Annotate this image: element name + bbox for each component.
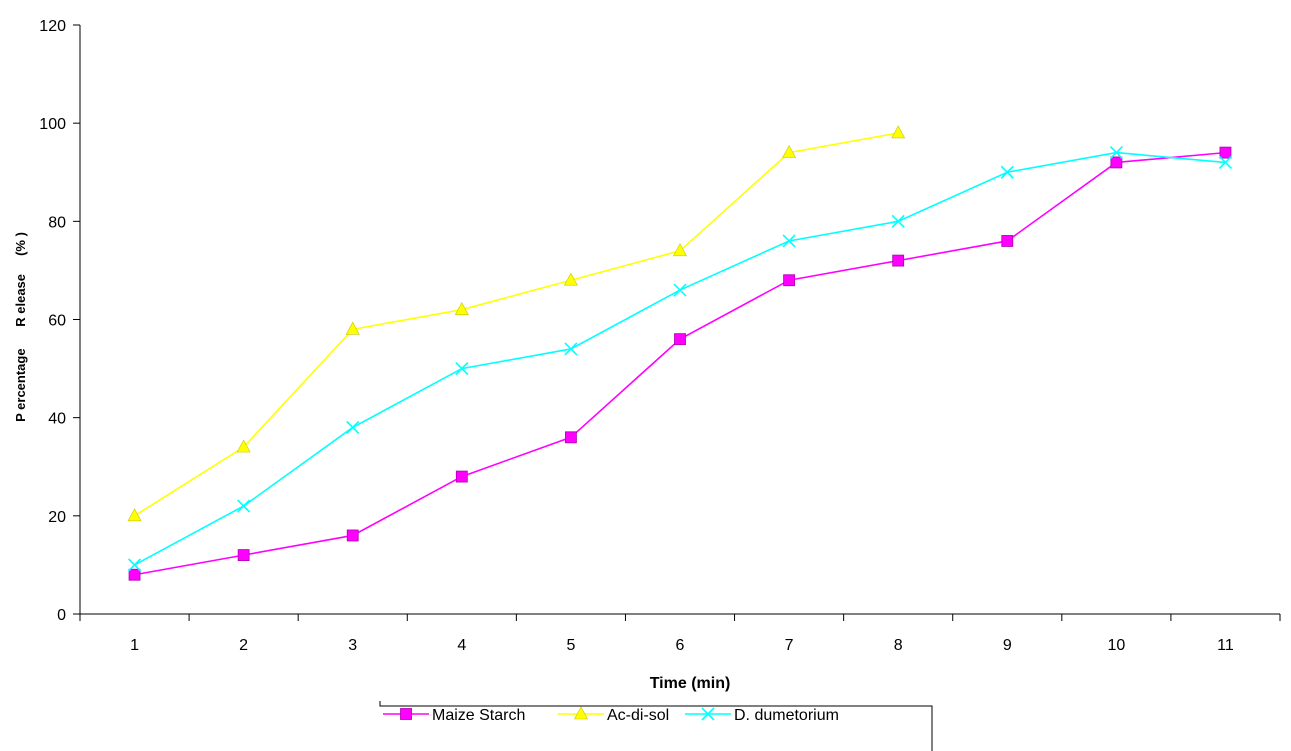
data-point xyxy=(128,568,141,581)
data-point xyxy=(782,144,797,158)
data-point xyxy=(455,362,469,376)
y-axis-title: P ercentage R elease (% ) xyxy=(13,232,28,422)
x-tick-label: 6 xyxy=(676,637,685,654)
x-tick-label: 9 xyxy=(1003,637,1012,654)
x-axis-title: Time (min) xyxy=(650,675,731,692)
series-line xyxy=(134,151,1226,566)
series-line xyxy=(134,151,1226,576)
data-point xyxy=(1109,146,1123,160)
series-maize-starch xyxy=(128,146,1232,581)
y-ticks: 0 20 40 60 80 100 120 xyxy=(39,18,80,624)
legend-label: Maize Starch xyxy=(432,707,525,724)
legend-label: D. dumetorium xyxy=(734,707,839,724)
x-tick-label: 8 xyxy=(894,637,903,654)
legend-border xyxy=(379,701,933,751)
x-tick-label: 4 xyxy=(457,637,466,654)
legend-label: Ac-di-sol xyxy=(607,707,669,724)
y-tick-label: 20 xyxy=(48,509,66,526)
data-point xyxy=(672,243,688,257)
legend-marker xyxy=(573,706,589,720)
data-point xyxy=(1219,146,1232,159)
x-tick-label: 5 xyxy=(566,637,575,654)
axes xyxy=(79,25,1280,615)
legend: Maize Starch Ac-di-sol D. dumetorium xyxy=(379,701,933,751)
data-point xyxy=(1000,165,1014,179)
data-point xyxy=(345,321,360,335)
data-point xyxy=(236,439,251,453)
y-tick-label: 80 xyxy=(48,214,66,231)
data-point xyxy=(782,234,796,248)
data-point xyxy=(127,508,142,522)
data-point xyxy=(1001,235,1014,247)
y-tick-label: 120 xyxy=(39,18,66,35)
data-point xyxy=(237,549,250,561)
legend-item: Ac-di-sol xyxy=(558,706,669,724)
data-point xyxy=(565,431,577,444)
data-point xyxy=(455,470,468,483)
data-point xyxy=(891,125,906,139)
data-point xyxy=(891,214,905,228)
x-tick-label: 3 xyxy=(348,637,357,654)
data-point xyxy=(346,529,359,542)
data-point xyxy=(1110,156,1123,169)
series-d-dumetorium xyxy=(127,146,1233,572)
y-tick-label: 40 xyxy=(48,411,66,428)
legend-marker xyxy=(701,707,715,721)
data-point xyxy=(673,283,687,297)
x-tick-label: 2 xyxy=(239,637,248,654)
data-point xyxy=(892,254,905,267)
y-tick-label: 0 xyxy=(57,607,66,624)
data-point xyxy=(564,342,578,356)
series-line xyxy=(134,132,899,517)
y-tick-label: 100 xyxy=(39,116,66,133)
data-point xyxy=(454,302,469,315)
x-ticks: 1 2 3 4 5 6 7 8 9 10 11 xyxy=(79,614,1281,654)
x-tick-label: 1 xyxy=(130,637,139,654)
y-tick-label: 60 xyxy=(48,313,66,330)
x-tick-label: 10 xyxy=(1107,637,1125,654)
data-series xyxy=(127,125,1233,581)
data-point xyxy=(783,274,795,287)
series-ac-di-sol xyxy=(127,125,906,522)
legend-item: Maize Starch xyxy=(383,707,525,724)
data-point xyxy=(563,272,578,286)
data-point xyxy=(346,420,360,435)
legend-marker xyxy=(400,708,412,720)
data-point xyxy=(674,333,686,346)
data-point xyxy=(237,499,251,513)
legend-item: D. dumetorium xyxy=(685,707,839,724)
legend-items: Maize Starch Ac-di-sol D. dumetorium xyxy=(383,706,839,724)
data-point xyxy=(1218,155,1233,169)
data-point xyxy=(127,558,142,572)
x-tick-label: 11 xyxy=(1217,637,1234,654)
x-tick-label: 7 xyxy=(785,637,794,654)
